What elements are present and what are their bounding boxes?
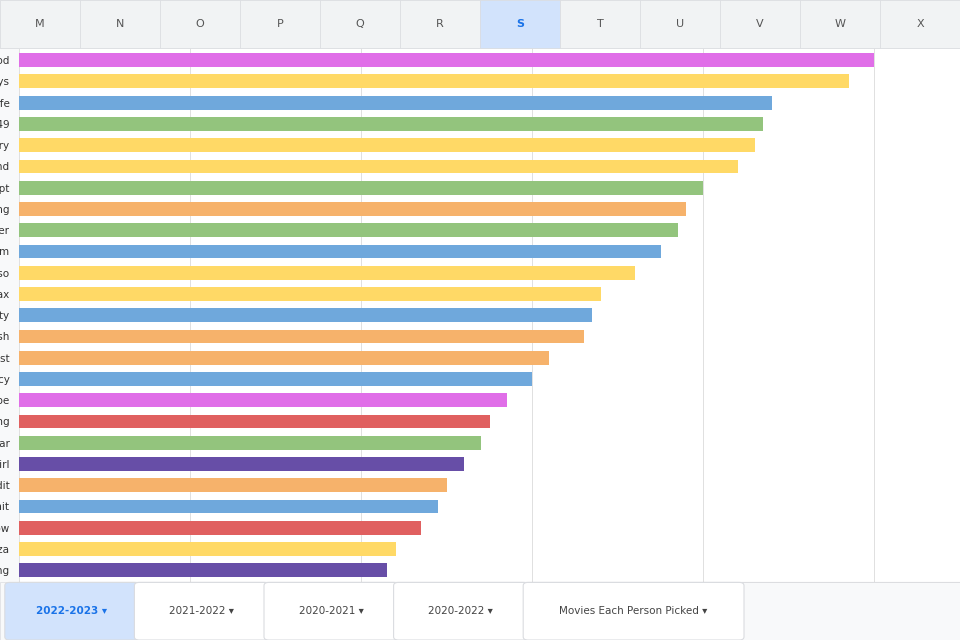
Bar bbox=[19, 180, 704, 195]
Text: W: W bbox=[834, 19, 846, 29]
Bar bbox=[19, 287, 601, 301]
Bar bbox=[19, 372, 533, 386]
Text: T: T bbox=[596, 19, 604, 29]
Bar bbox=[19, 53, 875, 67]
Bar bbox=[19, 394, 507, 407]
Bar bbox=[19, 223, 678, 237]
Bar bbox=[19, 478, 446, 492]
Text: Movies Each Person Picked ▾: Movies Each Person Picked ▾ bbox=[560, 606, 708, 616]
Text: 2021-2022 ▾: 2021-2022 ▾ bbox=[169, 606, 234, 616]
Text: 2020-2022 ▾: 2020-2022 ▾ bbox=[428, 606, 493, 616]
Bar bbox=[19, 542, 396, 556]
Text: 2022-2023 ▾: 2022-2023 ▾ bbox=[36, 606, 108, 616]
Bar bbox=[19, 500, 439, 513]
Bar bbox=[19, 117, 763, 131]
Bar bbox=[19, 457, 464, 471]
Bar bbox=[19, 308, 592, 322]
Text: 2020-2021 ▾: 2020-2021 ▾ bbox=[299, 606, 364, 616]
Text: O: O bbox=[196, 19, 204, 29]
Text: V: V bbox=[756, 19, 764, 29]
Text: U: U bbox=[676, 19, 684, 29]
Text: X: X bbox=[916, 19, 924, 29]
Bar bbox=[19, 74, 849, 88]
Bar bbox=[19, 521, 421, 534]
Bar bbox=[19, 202, 686, 216]
Bar bbox=[19, 330, 584, 344]
Bar bbox=[19, 244, 660, 259]
Bar bbox=[19, 415, 490, 428]
Text: S: S bbox=[516, 19, 524, 29]
Text: Percentage vs. Movie: Percentage vs. Movie bbox=[19, 28, 182, 43]
Text: Q: Q bbox=[355, 19, 365, 29]
Bar bbox=[19, 266, 635, 280]
Bar bbox=[19, 436, 481, 450]
Text: R: R bbox=[436, 19, 444, 29]
Bar bbox=[19, 563, 387, 577]
Text: M: M bbox=[36, 19, 45, 29]
Bar bbox=[19, 159, 737, 173]
Bar bbox=[19, 351, 549, 365]
Text: N: N bbox=[116, 19, 124, 29]
Bar bbox=[19, 138, 755, 152]
Text: P: P bbox=[276, 19, 283, 29]
Bar bbox=[19, 96, 772, 109]
